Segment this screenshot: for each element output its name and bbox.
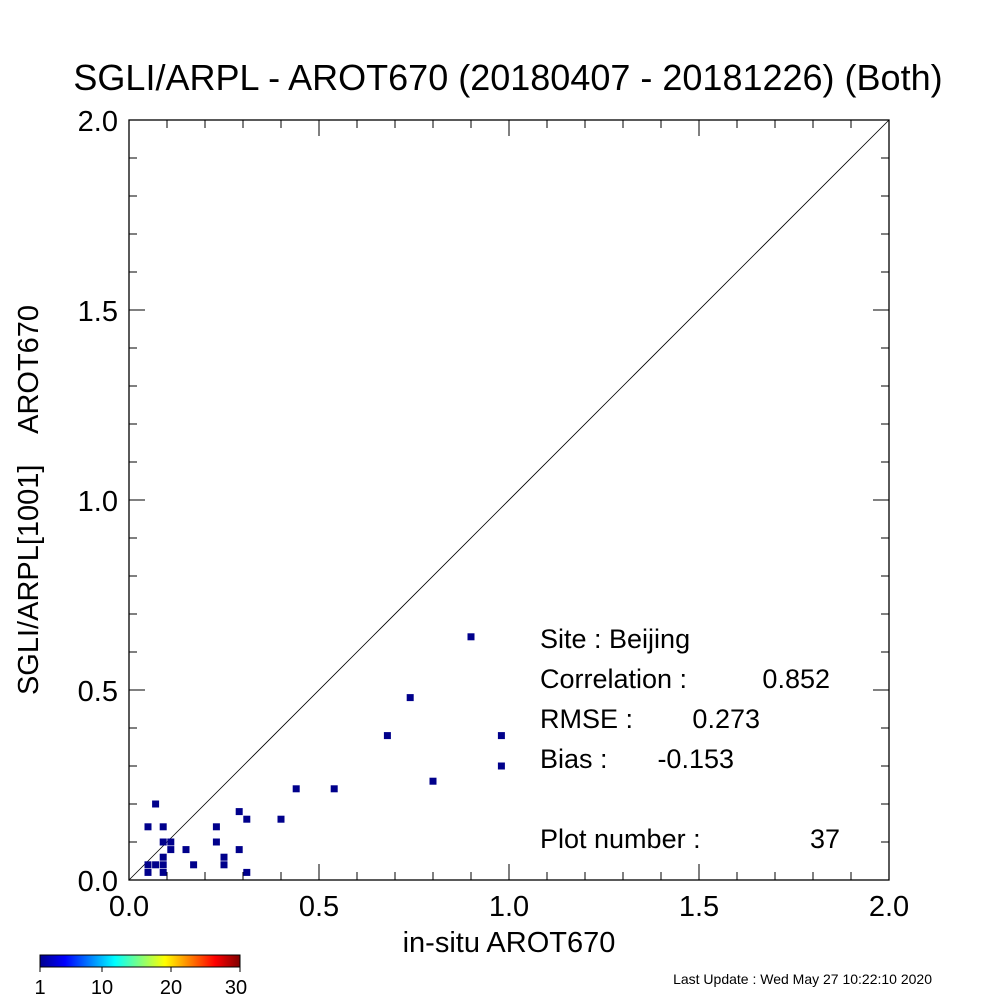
y-tick-label: 0.5 xyxy=(78,676,118,708)
scatter-point xyxy=(220,861,228,869)
scatter-point xyxy=(159,868,167,876)
site-label: Site : Beijing xyxy=(540,624,690,654)
scatter-point xyxy=(159,838,167,846)
scatter-point xyxy=(406,694,414,702)
x-tick-label: 2.0 xyxy=(869,891,909,923)
y-tick-labels: 0.0 0.5 1.0 1.5 2.0 xyxy=(78,106,118,898)
scatter-point xyxy=(152,861,160,869)
y-tick-label: 0.0 xyxy=(78,866,118,898)
colorbar-tick-label: 10 xyxy=(91,977,113,999)
scatter-point xyxy=(182,846,190,854)
colorbar-tick-label: 20 xyxy=(160,977,182,999)
colorbar-tick-label: 30 xyxy=(225,977,247,999)
scatter-point xyxy=(144,861,152,869)
y-axis-ticks xyxy=(129,119,889,881)
scatter-point xyxy=(429,777,437,785)
scatter-point xyxy=(497,732,505,740)
colorbar: 1 10 20 30 xyxy=(34,954,247,999)
last-update-text: Last Update : Wed May 27 10:22:10 2020 xyxy=(673,971,932,987)
x-tick-label: 0.5 xyxy=(299,891,339,923)
scatter-point xyxy=(330,785,338,793)
bias-value: -0.153 xyxy=(657,744,734,774)
scatter-point xyxy=(144,868,152,876)
scatter-point xyxy=(277,815,285,823)
plot-number-value: 37 xyxy=(810,824,840,854)
scatter-point xyxy=(190,861,198,869)
scatter-point xyxy=(159,823,167,831)
scatter-point xyxy=(220,853,228,861)
rmse-label: RMSE : xyxy=(540,704,633,734)
colorbar-gradient xyxy=(39,954,241,968)
y-axis-label: SGLI/ARPL[1001] AROT670 xyxy=(13,305,45,695)
plot-area xyxy=(128,119,890,881)
scatter-point xyxy=(235,846,243,854)
x-tick-label: 0.0 xyxy=(109,891,149,923)
chart-title: SGLI/ARPL - AROT670 (20180407 - 20181226… xyxy=(73,57,942,98)
x-tick-label: 1.0 xyxy=(489,891,529,923)
colorbar-tick-label: 1 xyxy=(34,977,45,999)
scatter-point xyxy=(235,808,243,816)
scatter-point xyxy=(243,868,251,876)
scatter-point xyxy=(383,732,391,740)
y-tick-label: 1.5 xyxy=(78,296,118,328)
scatter-point xyxy=(212,823,220,831)
scatter-point xyxy=(467,633,475,641)
x-axis-label: in-situ AROT670 xyxy=(403,927,616,959)
x-tick-labels: 0.0 0.5 1.0 1.5 2.0 xyxy=(109,891,909,923)
scatter-point xyxy=(159,861,167,869)
stats-box: Site : Beijing Correlation : 0.852 RMSE … xyxy=(540,624,840,854)
scatter-point xyxy=(152,800,160,808)
scatter-point xyxy=(243,815,251,823)
y-tick-label: 2.0 xyxy=(78,106,118,138)
scatter-point xyxy=(167,846,175,854)
one-to-one-line xyxy=(128,119,890,881)
scatter-point xyxy=(167,838,175,846)
bias-label: Bias : xyxy=(540,744,608,774)
scatter-points xyxy=(144,633,505,876)
scatter-point xyxy=(497,762,505,770)
plot-number-label: Plot number : xyxy=(540,824,701,854)
scatter-point xyxy=(144,823,152,831)
scatter-point xyxy=(292,785,300,793)
x-axis-ticks xyxy=(128,120,890,880)
scatter-point xyxy=(212,838,220,846)
y-tick-label: 1.0 xyxy=(78,486,118,518)
correlation-value: 0.852 xyxy=(762,664,830,694)
scatter-point xyxy=(159,853,167,861)
rmse-value: 0.273 xyxy=(692,704,760,734)
x-tick-label: 1.5 xyxy=(679,891,719,923)
correlation-label: Correlation : xyxy=(540,664,687,694)
